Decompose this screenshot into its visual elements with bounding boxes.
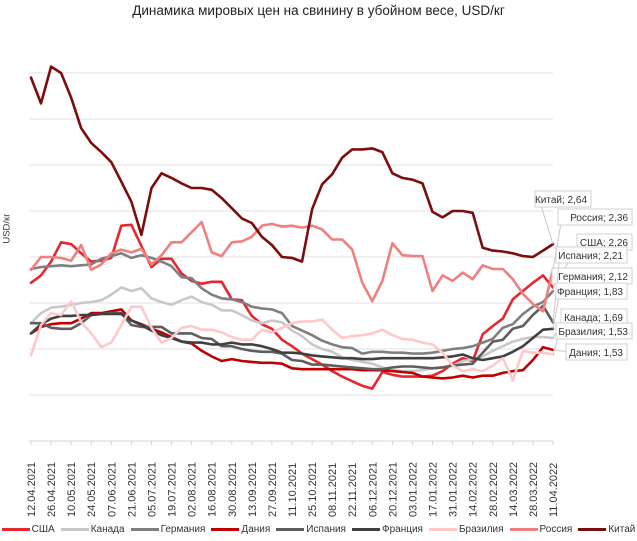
- x-tick-label: 13.09.2021: [247, 462, 259, 517]
- x-tick-label: 06.12.2021: [367, 462, 379, 517]
- x-tick-label: 12.04.2021: [26, 462, 38, 517]
- x-tick-label: 11.10.2021: [287, 463, 299, 517]
- x-tick-label: 19.07.2021: [167, 462, 179, 517]
- x-tick-label: 22.11.2021: [347, 463, 359, 517]
- legend-item: Бразилия: [428, 524, 504, 535]
- x-tick-label: 07.06.2021: [106, 462, 118, 517]
- end-label: Канада; 1,69: [564, 313, 623, 324]
- legend-swatch: [351, 528, 380, 531]
- x-tick-label: 30.08.2021: [227, 462, 239, 517]
- series-lines: [29, 65, 555, 390]
- x-tick-label: 20.12.2021: [387, 462, 399, 517]
- legend-label: Германия: [160, 524, 206, 535]
- end-label: Испания; 2,21: [558, 251, 623, 262]
- legend-item: Дания: [211, 524, 270, 535]
- label-leader-line: [552, 216, 563, 270]
- end-label: Бразилия; 1,53: [558, 327, 628, 338]
- legend-swatch: [428, 528, 457, 531]
- x-tick-label: 14.02.2022: [468, 462, 480, 517]
- end-label-box: [555, 322, 633, 340]
- end-labels: США; 2,26 Канада; 1,69 Германия; 2,12 Дания…: [534, 190, 633, 361]
- x-tick-label: 25.10.2021: [307, 462, 319, 517]
- legend-label: США: [31, 524, 55, 535]
- legend-label: Дания: [241, 524, 271, 535]
- series-line-1: [29, 286, 555, 373]
- end-label: Франция; 1,83: [557, 287, 623, 298]
- x-tick-label: 31.01.2022: [448, 462, 460, 517]
- legend-swatch: [130, 528, 159, 531]
- x-tick-label: 08.11.2021: [327, 463, 339, 517]
- x-tick-label: 03.01.2022: [407, 462, 419, 517]
- legend-item: Испания: [276, 524, 346, 535]
- legend-item: Франция: [351, 524, 423, 535]
- legend-swatch: [1, 528, 30, 531]
- x-axis: 12.04.2021 26.04.2021 10.05.2021 24.05.2021…: [26, 440, 560, 517]
- x-tick-label: 16.08.2021: [207, 462, 219, 517]
- x-tick-label: 14.03.2022: [508, 462, 520, 517]
- legend-label: Россия: [539, 524, 573, 535]
- legend-swatch: [211, 528, 240, 531]
- x-tick-label: 28.02.2022: [488, 462, 500, 517]
- x-tick-label: 10.05.2021: [66, 462, 78, 517]
- legend-swatch: [509, 528, 538, 531]
- x-tick-label: 21.06.2021: [126, 462, 138, 517]
- x-tick-label: 28.03.2022: [528, 462, 540, 517]
- end-label: Дания; 1,53: [569, 348, 623, 359]
- series-line-2: [29, 252, 555, 355]
- series-line-0: [29, 223, 555, 390]
- x-tick-label: 24.05.2021: [86, 462, 98, 517]
- end-label: Россия; 2,36: [570, 213, 628, 224]
- chart-title: Динамика мировых цен на свинину в убойно…: [132, 3, 505, 18]
- legend-label: Франция: [381, 524, 423, 535]
- legend-label: Китай: [608, 524, 636, 535]
- end-label-box: [534, 190, 592, 208]
- end-label: Китай; 2,64: [535, 195, 587, 206]
- legend-item: Китай: [578, 524, 635, 535]
- x-tick-label: 26.04.2021: [46, 462, 58, 517]
- legend-label: Бразилия: [458, 524, 504, 535]
- end-label: США; 2,26: [580, 238, 629, 249]
- end-label-box: [555, 282, 628, 300]
- legend-label: Испания: [306, 524, 346, 535]
- legend-item: Германия: [130, 524, 206, 535]
- x-tick-label: 17.01.2022: [428, 462, 440, 517]
- series-line-5: [29, 312, 555, 362]
- legend-item: США: [1, 524, 55, 535]
- series-line-7: [29, 220, 555, 313]
- legend: США Канада Германия Дания Испания Франция Браз…: [0, 524, 637, 535]
- x-tick-label: 27.09.2021: [267, 462, 279, 517]
- end-label-box: [557, 208, 633, 226]
- series-line-8: [29, 65, 555, 263]
- legend-item: Россия: [509, 524, 573, 535]
- legend-label: Канада: [90, 524, 125, 535]
- end-label-box: [555, 246, 628, 264]
- legend-swatch: [578, 528, 607, 531]
- end-label-box: [565, 343, 628, 361]
- x-tick-label: 11.04.2022: [548, 463, 560, 517]
- legend-item: Канада: [60, 524, 125, 535]
- series-line-3: [29, 308, 555, 380]
- x-tick-label: 02.08.2021: [187, 462, 199, 517]
- series-line-6: [29, 299, 555, 382]
- line-chart: 12.04.2021 26.04.2021 10.05.2021 24.05.2021…: [26, 65, 633, 517]
- legend-swatch: [276, 528, 305, 531]
- legend-swatch: [60, 528, 89, 531]
- end-label: Германия; 2,12: [558, 272, 628, 283]
- x-tick-label: 05.07.2021: [146, 462, 158, 517]
